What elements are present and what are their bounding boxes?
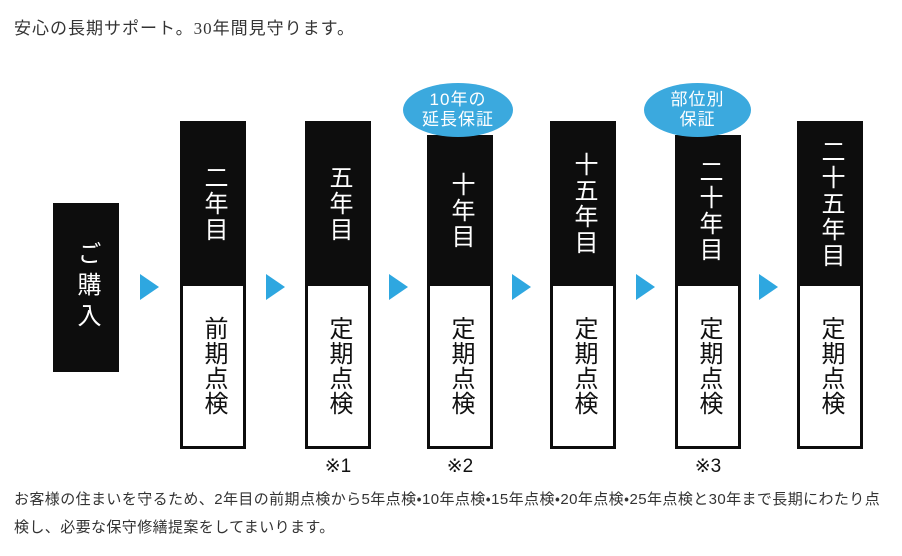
inspection-box: 定期点検 — [678, 286, 738, 446]
inspection-box: 前期点検 — [183, 286, 243, 446]
footnote-1: ※1 — [324, 456, 352, 477]
timeline-column-year-5: 五年目 定期点検 — [305, 121, 371, 449]
year-label-zone: 十五年目 — [550, 121, 616, 286]
inspection-label: 定期点検 — [447, 316, 473, 416]
footnote-3: ※3 — [694, 456, 722, 477]
inspection-label: 前期点検 — [200, 316, 226, 416]
description-text: お客様の住まいを守るため、2年目の前期点検から5年点検・10年点検・15年点検・… — [14, 491, 881, 536]
inspection-label: 定期点検 — [695, 316, 721, 416]
arrow-right-icon — [759, 274, 778, 300]
start-label: ご購入 — [73, 241, 99, 334]
badge-line2: 延長保証 — [422, 110, 494, 129]
year-label: 二十五年目 — [817, 138, 843, 269]
year-label: 五年目 — [325, 164, 351, 243]
inspection-label: 定期点検 — [570, 316, 596, 416]
timeline-start-purchase-box: ご購入 — [53, 203, 119, 372]
arrow-right-icon — [266, 274, 285, 300]
timeline-column-year-10: 十年目 定期点検 — [427, 135, 493, 449]
year-label: 十五年目 — [570, 151, 596, 256]
inspection-box: 定期点検 — [553, 286, 613, 446]
badge-line2: 保証 — [679, 110, 716, 129]
year-label: 二十年目 — [695, 158, 721, 263]
badge-line1: 部位別 — [670, 89, 725, 109]
arrow-right-icon — [512, 274, 531, 300]
badge-10year-extended-warranty: 10年の 延長保証 — [403, 83, 513, 137]
inspection-label: 定期点検 — [325, 316, 351, 416]
footnote-2: ※2 — [446, 456, 474, 477]
year-label-zone: 二十五年目 — [797, 121, 863, 286]
year-label-zone: 二年目 — [180, 121, 246, 286]
arrow-right-icon — [636, 274, 655, 300]
timeline-column-year-15: 十五年目 定期点検 — [550, 121, 616, 449]
year-label: 十年目 — [447, 171, 473, 250]
timeline-column-year-2: 二年目 前期点検 — [180, 121, 246, 449]
year-label-zone: 五年目 — [305, 121, 371, 286]
arrow-right-icon — [389, 274, 408, 300]
timeline-column-year-20: 二十年目 定期点検 — [675, 135, 741, 449]
arrow-right-icon — [140, 274, 159, 300]
year-label-zone: 十年目 — [427, 135, 493, 286]
timeline-column-year-25: 二十五年目 定期点検 — [797, 121, 863, 449]
inspection-box: 定期点検 — [800, 286, 860, 446]
year-label: 二年目 — [200, 164, 226, 243]
inspection-label: 定期点検 — [817, 316, 843, 416]
inspection-box: 定期点検 — [308, 286, 368, 446]
badge-line1: 10年の — [429, 89, 487, 109]
year-label-zone: 二十年目 — [675, 135, 741, 286]
inspection-box: 定期点検 — [430, 286, 490, 446]
badge-parts-warranty: 部位別 保証 — [644, 83, 751, 137]
page-title: 安心の長期サポート。30年間見守ります。 — [14, 19, 355, 38]
